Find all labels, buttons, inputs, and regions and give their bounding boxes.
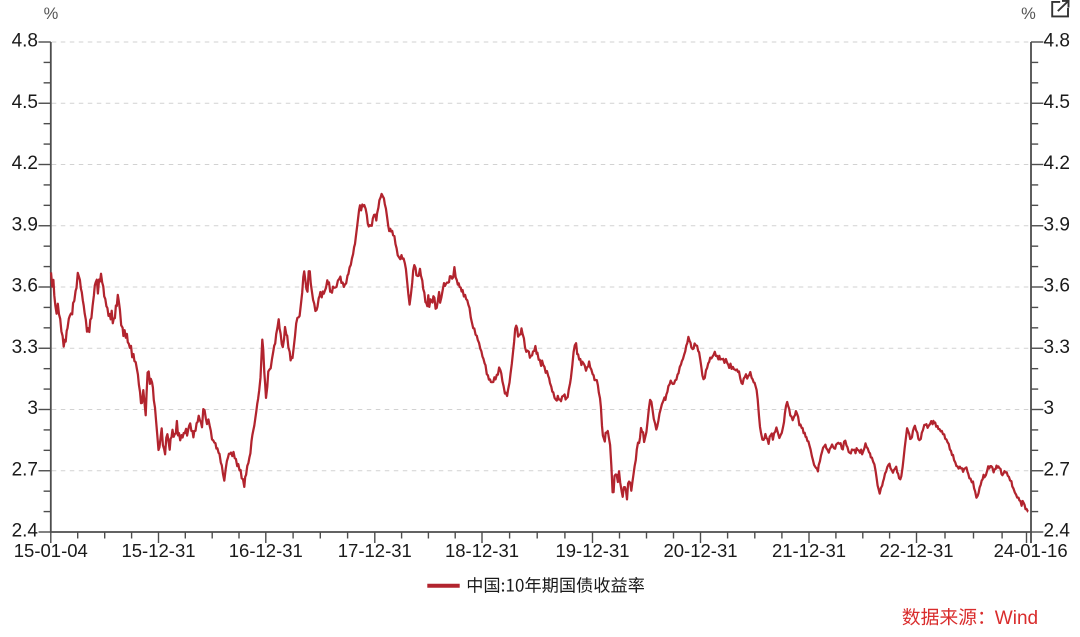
svg-text:3.3: 3.3: [12, 337, 38, 358]
svg-text:3.6: 3.6: [12, 276, 38, 297]
svg-text:%: %: [1021, 5, 1036, 23]
svg-text:20-12-31: 20-12-31: [663, 540, 737, 561]
svg-text:21-12-31: 21-12-31: [772, 540, 846, 561]
svg-text:24-01-16: 24-01-16: [994, 540, 1068, 561]
svg-text:3: 3: [27, 398, 38, 419]
svg-text:16-12-31: 16-12-31: [229, 540, 303, 561]
svg-text:2.7: 2.7: [12, 459, 38, 480]
svg-text:15-01-04: 15-01-04: [14, 540, 88, 561]
svg-text:15-12-31: 15-12-31: [121, 540, 195, 561]
svg-text:22-12-31: 22-12-31: [879, 540, 953, 561]
svg-text:19-12-31: 19-12-31: [555, 540, 629, 561]
svg-text:2.4: 2.4: [12, 521, 39, 542]
svg-text:3: 3: [1044, 398, 1055, 419]
svg-text:2.4: 2.4: [1044, 521, 1071, 542]
svg-text:4.8: 4.8: [12, 31, 38, 52]
svg-text:4.2: 4.2: [1044, 153, 1070, 174]
svg-text:%: %: [44, 5, 59, 23]
svg-text:3.9: 3.9: [12, 214, 38, 235]
svg-text:2.7: 2.7: [1044, 459, 1070, 480]
svg-text:4.5: 4.5: [1044, 92, 1070, 113]
svg-text:17-12-31: 17-12-31: [338, 540, 412, 561]
svg-text:3.3: 3.3: [1044, 337, 1070, 358]
svg-text:3.9: 3.9: [1044, 214, 1070, 235]
svg-text:4.2: 4.2: [12, 153, 38, 174]
svg-text:4.5: 4.5: [12, 92, 38, 113]
svg-text:Wind: Wind: [995, 608, 1038, 629]
svg-text:3.6: 3.6: [1044, 276, 1070, 297]
svg-text:18-12-31: 18-12-31: [445, 540, 519, 561]
svg-text:4.8: 4.8: [1044, 31, 1070, 52]
